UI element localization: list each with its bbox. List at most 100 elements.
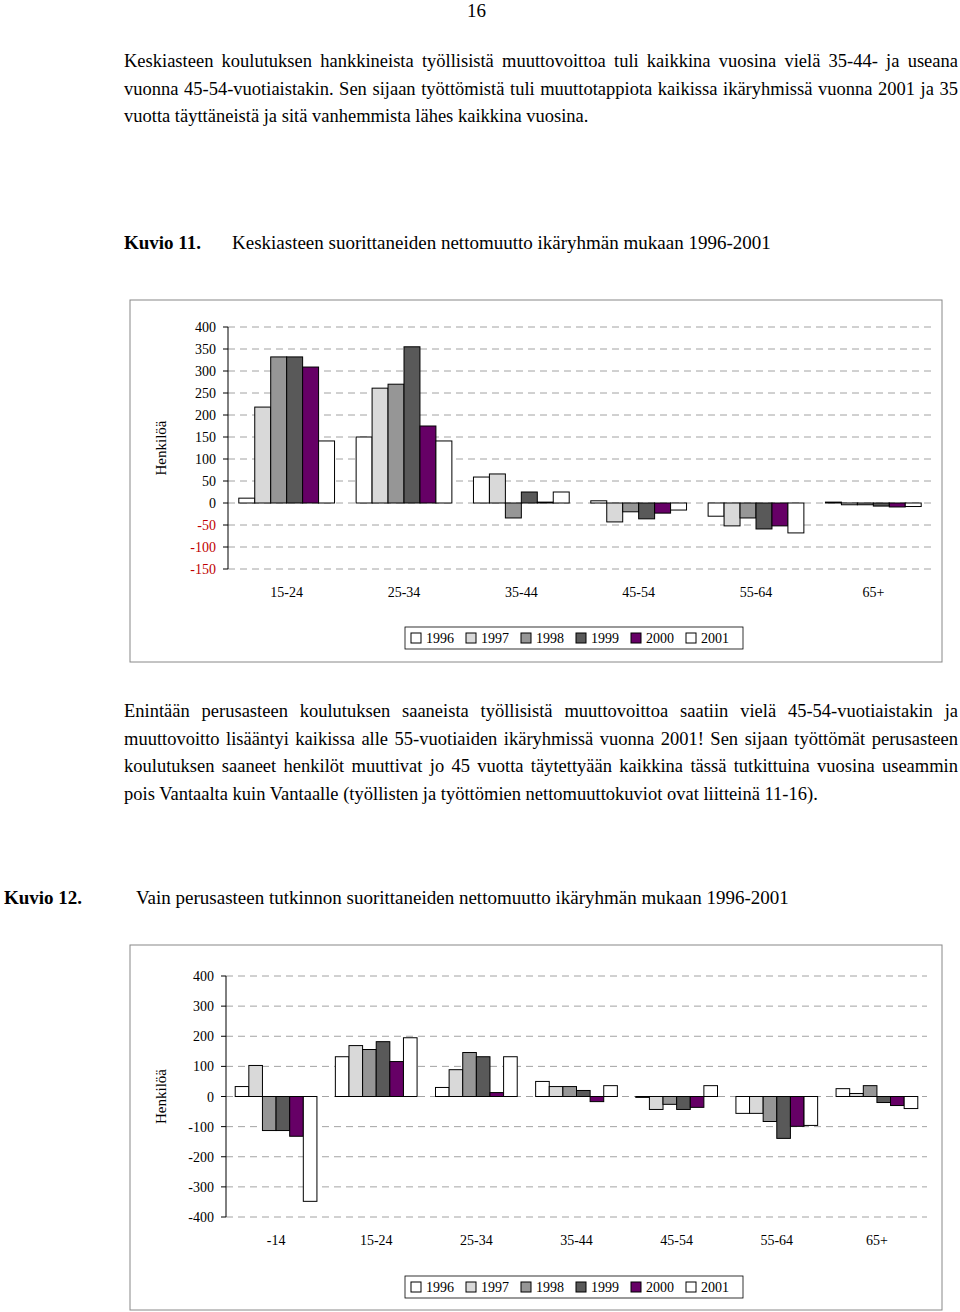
tick-label: 200 xyxy=(193,1029,214,1044)
bar xyxy=(623,503,639,512)
tick-label: 200 xyxy=(195,408,216,423)
figure-label: Kuvio 11. xyxy=(124,232,201,254)
tick-label: 0 xyxy=(207,1090,214,1105)
grid-line xyxy=(226,976,927,977)
bar xyxy=(536,1081,550,1096)
bar xyxy=(262,1097,276,1131)
bar xyxy=(649,1097,663,1110)
tick-label: 400 xyxy=(195,320,216,335)
bar xyxy=(249,1065,263,1096)
category-label: 35-44 xyxy=(505,585,538,600)
bar xyxy=(655,503,671,513)
bar xyxy=(436,441,452,503)
paragraph: Enintään perusasteen koulutuksen saaneis… xyxy=(124,698,958,808)
y-axis xyxy=(226,976,227,1217)
bar xyxy=(889,503,905,507)
bar xyxy=(836,1089,850,1097)
bar xyxy=(724,503,740,526)
bar xyxy=(363,1050,377,1097)
legend-swatch xyxy=(576,633,586,643)
tick-label: -150 xyxy=(190,562,216,577)
category-label: 15-24 xyxy=(360,1233,393,1248)
bar xyxy=(704,1086,718,1097)
y-axis-label: Henkilöä xyxy=(153,420,169,475)
category-label: 25-34 xyxy=(388,585,421,600)
grid-line xyxy=(228,437,932,438)
grid-line xyxy=(228,393,932,394)
legend-label: 1996 xyxy=(426,631,454,646)
bar xyxy=(825,502,841,504)
tick-label: 400 xyxy=(193,969,214,984)
chart-frame xyxy=(130,945,942,1310)
grid-line xyxy=(226,1036,927,1037)
bar xyxy=(604,1086,618,1097)
grid-line xyxy=(226,1006,927,1007)
tick-label: 0 xyxy=(209,496,216,511)
legend-swatch xyxy=(631,1282,641,1292)
bar xyxy=(504,1057,518,1097)
bar xyxy=(521,492,537,503)
bar xyxy=(376,1042,390,1097)
category-label: 45-54 xyxy=(622,585,655,600)
bar xyxy=(756,503,772,529)
chart: -150-100-50050100150200250300350400Henki… xyxy=(130,300,942,662)
bar xyxy=(850,1093,864,1096)
bar xyxy=(690,1097,704,1108)
bar xyxy=(276,1097,290,1131)
tick-mark xyxy=(221,1156,226,1157)
tick-mark xyxy=(223,503,228,504)
bar xyxy=(476,1057,490,1097)
grid-line xyxy=(228,327,932,328)
tick-mark xyxy=(221,1066,226,1067)
bar xyxy=(388,384,404,503)
bar xyxy=(390,1062,404,1097)
bar xyxy=(490,1093,504,1097)
tick-mark xyxy=(223,349,228,350)
legend-swatch xyxy=(521,633,531,643)
bar xyxy=(891,1097,905,1106)
bar xyxy=(763,1097,777,1122)
legend-label: 1997 xyxy=(481,1280,509,1295)
bars xyxy=(235,1038,918,1202)
bar xyxy=(750,1097,764,1114)
chart-layer: -150-100-50050100150200250300350400Henki… xyxy=(0,0,960,1312)
bar xyxy=(736,1097,750,1114)
bar xyxy=(303,1097,317,1202)
legend-frame xyxy=(405,627,743,649)
tick-label: 100 xyxy=(193,1059,214,1074)
tick-label: 250 xyxy=(195,386,216,401)
bar xyxy=(505,503,521,518)
bar xyxy=(905,503,921,507)
tick-mark xyxy=(223,459,228,460)
bar xyxy=(677,1097,691,1110)
legend-swatch xyxy=(686,1282,696,1292)
bar xyxy=(553,492,569,503)
bar xyxy=(877,1097,891,1103)
bar xyxy=(857,503,873,505)
legend-label: 2000 xyxy=(646,1280,674,1295)
tick-mark xyxy=(221,1217,226,1218)
bar xyxy=(463,1053,477,1097)
tick-label: 100 xyxy=(195,452,216,467)
bar xyxy=(255,407,271,503)
legend-frame xyxy=(405,1276,743,1298)
bar xyxy=(404,347,420,503)
bar xyxy=(537,502,553,504)
legend-label: 1999 xyxy=(591,1280,619,1295)
chart-title: Keskiasteen suorittaneiden nettomuutto i… xyxy=(232,232,771,254)
bar xyxy=(563,1087,577,1097)
tick-mark xyxy=(221,1096,226,1097)
bars xyxy=(239,347,921,533)
bar xyxy=(590,1097,604,1102)
legend-swatch xyxy=(466,1282,476,1292)
tick-label: -400 xyxy=(188,1210,214,1225)
tick-label: -200 xyxy=(188,1150,214,1165)
bar xyxy=(591,501,607,503)
bar xyxy=(271,357,287,503)
category-label: 55-64 xyxy=(760,1233,793,1248)
bar xyxy=(639,503,655,519)
legend-swatch xyxy=(521,1282,531,1292)
bar xyxy=(790,1097,804,1127)
chart-frame xyxy=(130,300,942,662)
category-label: 35-44 xyxy=(560,1233,593,1248)
